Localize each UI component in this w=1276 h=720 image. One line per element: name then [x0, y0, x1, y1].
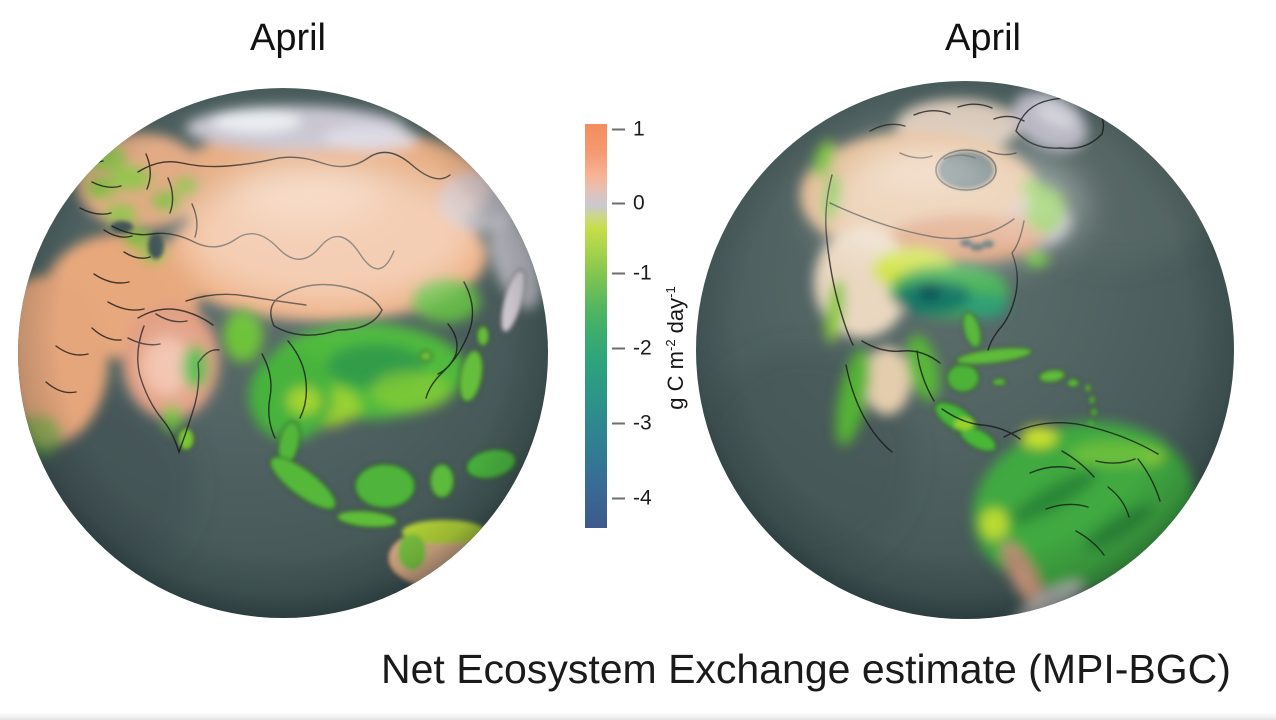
colorbar-bar	[585, 124, 607, 528]
colorbar-tick-label: 0	[633, 191, 645, 215]
colorbar-tick-label: -4	[633, 486, 652, 510]
unit-text: day	[663, 297, 689, 340]
right-globe	[696, 81, 1234, 619]
colorbar-tick: -4	[612, 488, 652, 509]
colorbar-tick: -3	[612, 413, 652, 434]
limb-shading	[18, 88, 548, 618]
limb-shading	[696, 81, 1234, 619]
figure-caption: Net Ecosystem Exchange estimate (MPI-BGC…	[381, 646, 1231, 692]
colorbar-tick-mark	[612, 202, 625, 204]
colorbar-tick-mark	[612, 272, 625, 274]
left-globe-title: April	[249, 17, 327, 59]
unit-exponent: -1	[662, 286, 678, 298]
colorbar-tick: -2	[612, 338, 652, 359]
colorbar: 1 0 -1 -2 -3 -4	[585, 119, 715, 528]
unit-exponent: -2	[662, 339, 678, 352]
colorbar-tick-label: -1	[633, 261, 652, 285]
colorbar-tick-mark	[612, 128, 625, 130]
colorbar-tick-mark	[612, 347, 625, 349]
colorbar-tick: -1	[612, 263, 652, 284]
colorbar-tick-label: -2	[633, 336, 652, 360]
colorbar-unit-label: g C m-2 day-1	[663, 286, 689, 409]
bottom-edge-shading	[0, 712, 1276, 720]
colorbar-tick: 1	[612, 119, 645, 140]
left-globe	[18, 88, 548, 618]
colorbar-tick: 0	[612, 193, 645, 214]
colorbar-tick-label: -3	[633, 411, 652, 435]
colorbar-tick-mark	[612, 422, 625, 424]
unit-text: g C m	[663, 351, 689, 410]
colorbar-tick-mark	[612, 497, 625, 499]
right-globe-title: April	[944, 17, 1022, 59]
colorbar-tick-label: 1	[633, 117, 645, 141]
